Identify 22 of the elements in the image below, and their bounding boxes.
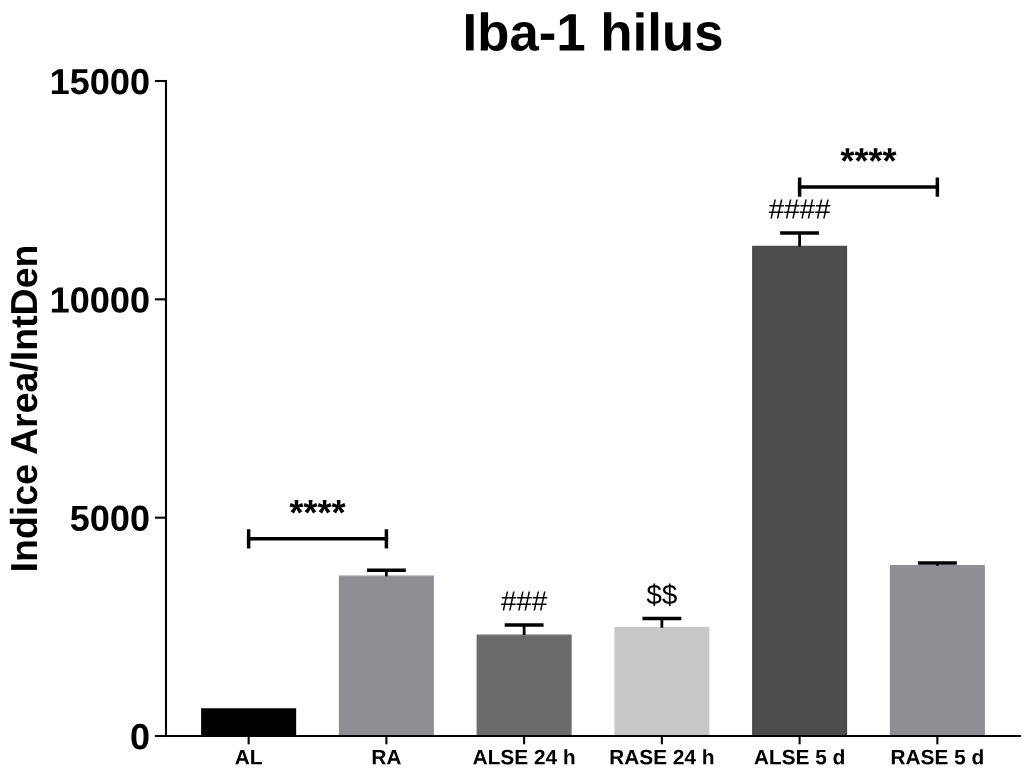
bar [889,565,985,736]
bar [614,627,710,736]
bar [752,245,848,736]
annotation: $$ [646,583,677,606]
x-tick-label: RA [372,749,401,765]
x-tick-label: RASE 24 h [610,749,714,765]
y-axis-title: Indice Area/IntDen [9,246,38,570]
x-tick-label: ALSE 5 d [754,749,844,765]
bar [338,575,434,736]
y-tick-label: 10000 [51,287,149,313]
y-tick-label: 15000 [51,68,149,95]
y-tick-label: 5000 [70,505,149,532]
annotation: #### [768,199,831,219]
x-tick-label: ALSE 24 h [473,749,575,765]
chart-title: Iba-1 hilus [466,12,722,51]
bar [476,634,572,736]
annotation: ### [501,591,548,611]
annotation: **** [840,148,897,162]
annotation: **** [289,499,346,514]
x-tick-label: AL [235,749,262,765]
x-tick-label: RASE 5 d [891,749,983,765]
y-tick-label: 0 [131,723,149,750]
